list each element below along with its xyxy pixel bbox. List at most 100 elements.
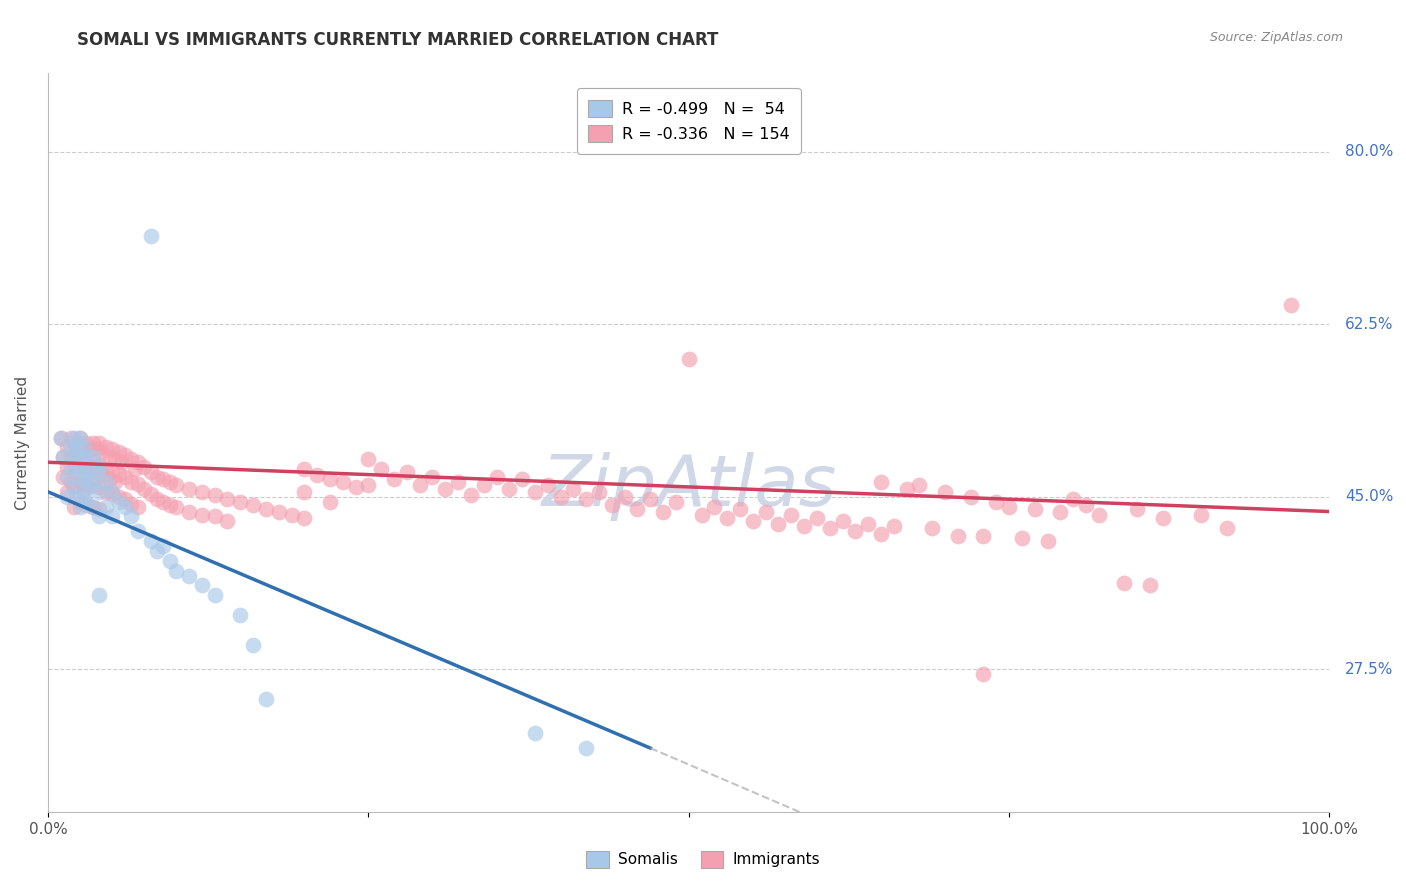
Point — [86, 465, 108, 479]
Point — [139, 534, 162, 549]
Point — [1216, 521, 1239, 535]
Point — [716, 511, 738, 525]
Point — [120, 452, 142, 467]
Point — [94, 500, 117, 514]
Point — [159, 475, 181, 489]
Point — [292, 511, 315, 525]
Point — [856, 517, 879, 532]
Point — [280, 508, 302, 522]
Point — [204, 488, 226, 502]
Point — [52, 450, 75, 465]
Point — [65, 460, 87, 475]
Point — [1011, 531, 1033, 545]
Point — [69, 431, 91, 445]
Point — [114, 500, 136, 514]
Point — [73, 490, 96, 504]
Point — [870, 475, 893, 489]
Point — [49, 431, 72, 445]
Point — [65, 490, 87, 504]
Point — [422, 470, 444, 484]
Text: ZipAtlas: ZipAtlas — [541, 452, 837, 522]
Point — [177, 568, 200, 582]
Point — [934, 484, 956, 499]
Point — [107, 490, 129, 504]
Point — [62, 455, 84, 469]
Point — [60, 431, 83, 445]
Point — [204, 588, 226, 602]
Point — [780, 508, 803, 522]
Point — [73, 460, 96, 475]
Point — [49, 431, 72, 445]
Point — [1279, 297, 1302, 311]
Point — [728, 501, 751, 516]
Point — [640, 491, 662, 506]
Point — [139, 465, 162, 479]
Point — [56, 441, 79, 455]
Point — [76, 450, 98, 465]
Point — [94, 484, 117, 499]
Point — [870, 527, 893, 541]
Point — [94, 475, 117, 489]
Point — [434, 482, 457, 496]
Point — [86, 442, 108, 457]
Point — [65, 441, 87, 455]
Point — [217, 491, 239, 506]
Point — [111, 455, 134, 469]
Point — [1062, 491, 1084, 506]
Point — [818, 521, 841, 535]
Point — [94, 441, 117, 455]
Point — [134, 460, 156, 475]
Point — [447, 475, 470, 489]
Point — [82, 450, 104, 465]
Point — [56, 484, 79, 499]
Point — [60, 441, 83, 455]
Point — [986, 494, 1008, 508]
Point — [69, 475, 91, 489]
Point — [62, 435, 84, 450]
Point — [998, 500, 1021, 514]
Point — [77, 442, 100, 457]
Point — [152, 494, 174, 508]
Point — [120, 497, 142, 511]
Point — [56, 460, 79, 475]
Point — [60, 475, 83, 489]
Point — [755, 504, 778, 518]
Point — [652, 504, 675, 518]
Point — [139, 487, 162, 501]
Point — [89, 435, 111, 450]
Point — [946, 529, 969, 543]
Point — [242, 638, 264, 652]
Point — [62, 431, 84, 445]
Point — [82, 500, 104, 514]
Point — [191, 508, 214, 522]
Point — [127, 524, 149, 539]
Point — [254, 691, 277, 706]
Point — [62, 450, 84, 465]
Point — [60, 460, 83, 475]
Point — [114, 470, 136, 484]
Point — [523, 726, 546, 740]
Point — [1126, 501, 1149, 516]
Point — [69, 470, 91, 484]
Point — [332, 475, 354, 489]
Point — [575, 741, 598, 756]
Point — [69, 494, 91, 508]
Point — [101, 442, 124, 457]
Point — [101, 487, 124, 501]
Point — [69, 450, 91, 465]
Point — [90, 468, 112, 483]
Point — [82, 435, 104, 450]
Point — [139, 228, 162, 243]
Point — [65, 465, 87, 479]
Point — [165, 478, 187, 492]
Point — [292, 484, 315, 499]
Point — [357, 478, 380, 492]
Point — [127, 477, 149, 491]
Point — [69, 500, 91, 514]
Point — [73, 482, 96, 496]
Point — [62, 500, 84, 514]
Point — [120, 475, 142, 489]
Point — [806, 511, 828, 525]
Point — [242, 498, 264, 512]
Point — [678, 351, 700, 366]
